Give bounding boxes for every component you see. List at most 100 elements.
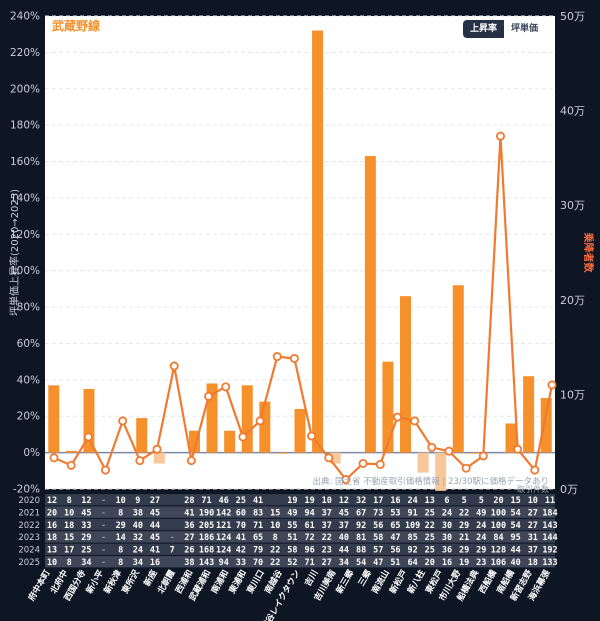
table-cell: 71: [304, 558, 314, 568]
table-cell: 46: [219, 496, 229, 506]
table-cell: 34: [81, 558, 91, 568]
passenger-point: [392, 412, 402, 422]
passenger-point: [478, 451, 488, 461]
passenger-point: [238, 432, 248, 442]
passenger-point: [118, 416, 128, 426]
table-cell: 45: [339, 508, 349, 518]
table-cell: 24: [476, 521, 486, 531]
passenger-point: [307, 431, 317, 441]
table-cell: 22: [270, 558, 280, 568]
table-cell: 38: [184, 558, 194, 568]
table-cell: 56: [390, 546, 400, 556]
table-cell: 34: [339, 558, 349, 568]
table-cell: 15: [511, 496, 521, 506]
table-cell: 18: [528, 558, 538, 568]
y-left-label: 坪単価上昇率(2020→2025): [8, 189, 21, 316]
table-cell: 41: [236, 533, 246, 543]
table-cell: -: [170, 533, 175, 543]
table-cell: 25: [425, 508, 435, 518]
bar: [206, 383, 218, 453]
table-cell: 51: [390, 558, 400, 568]
bar: [65, 450, 77, 453]
y-left-tick: 40%: [17, 374, 40, 386]
table-cell: 19: [459, 558, 469, 568]
table-cell: 65: [253, 533, 263, 543]
table-cell: 44: [339, 546, 349, 556]
table-cell: 124: [216, 533, 231, 543]
table-cell: 36: [184, 521, 194, 531]
passenger-point: [461, 463, 471, 473]
y-left-tick: 160%: [10, 156, 40, 168]
table-cell: 37: [528, 546, 538, 556]
table-cell: 144: [542, 533, 557, 543]
table-cell: 52: [287, 558, 297, 568]
table-cell: 5: [462, 496, 467, 506]
y-left-tick: 20%: [17, 411, 40, 423]
table-cell: 29: [459, 521, 469, 531]
y-left-tick: 120%: [10, 229, 40, 241]
bar: [523, 376, 535, 453]
table-cell: 91: [407, 508, 417, 518]
table-cell: 27: [528, 508, 538, 518]
toggle-rise-button[interactable]: 上昇率: [463, 20, 505, 38]
bar: [83, 388, 95, 453]
table-cell: 23: [476, 558, 486, 568]
table-cell: 58: [287, 546, 297, 556]
table-cell: 29: [476, 546, 486, 556]
passenger-point: [289, 353, 299, 363]
table-cell: 20: [47, 508, 57, 518]
table-cell: 65: [390, 521, 400, 531]
passenger-point: [272, 352, 282, 362]
table-cell: 28: [184, 496, 194, 506]
table-cell: 31: [528, 533, 538, 543]
passenger-point: [221, 382, 231, 392]
table-cell: 21: [459, 533, 469, 543]
table-cell: 10: [47, 558, 57, 568]
table-cell: 16: [442, 558, 452, 568]
table-cell: 45: [150, 508, 160, 518]
table-cell: 92: [356, 521, 366, 531]
station-label: 吉川: [302, 568, 320, 588]
table-cell: -: [101, 496, 106, 506]
table-cell: -: [101, 521, 106, 531]
table-cell: 40: [339, 533, 349, 543]
y-left-tick: 200%: [10, 83, 40, 95]
table-cell: 8: [67, 558, 72, 568]
table-cell: 10: [64, 508, 74, 518]
table-cell: 25: [81, 546, 91, 556]
station-label: 府中本町: [26, 568, 53, 603]
table-cell: 7: [170, 546, 175, 556]
passenger-point: [375, 459, 385, 469]
passenger-point: [152, 444, 162, 454]
table-cell: 16: [47, 521, 57, 531]
table-cell: 5: [479, 496, 484, 506]
passenger-point: [169, 361, 179, 371]
table-cell: 71: [201, 496, 211, 506]
bar: [382, 361, 394, 453]
table-cell: 8: [118, 508, 123, 518]
table-year: 2021: [18, 508, 40, 518]
table-cell: 58: [373, 533, 383, 543]
table-cell: 51: [287, 533, 297, 543]
table-cell: 79: [253, 546, 263, 556]
table-year: 2020: [18, 496, 40, 506]
table-cell: 100: [491, 521, 506, 531]
table-cell: 49: [476, 508, 486, 518]
table-cell: 57: [373, 546, 383, 556]
y-right-tick: 40万: [560, 105, 585, 118]
table-cell: 47: [373, 558, 383, 568]
table-cell: 25: [236, 496, 246, 506]
table-cell: -: [101, 533, 106, 543]
table-row: [45, 518, 555, 531]
table-cell: 73: [373, 508, 383, 518]
view-toggle: 上昇率 坪単価: [463, 20, 546, 38]
table-cell: 14: [116, 533, 126, 543]
table-cell: 24: [476, 533, 486, 543]
table-cell: 37: [339, 521, 349, 531]
toggle-price-button[interactable]: 坪単価: [504, 20, 546, 38]
table-year: 2024: [18, 546, 40, 556]
table-cell: 67: [356, 508, 366, 518]
passenger-point: [530, 465, 540, 475]
table-cell: 36: [442, 546, 452, 556]
table-cell: 8: [273, 533, 278, 543]
